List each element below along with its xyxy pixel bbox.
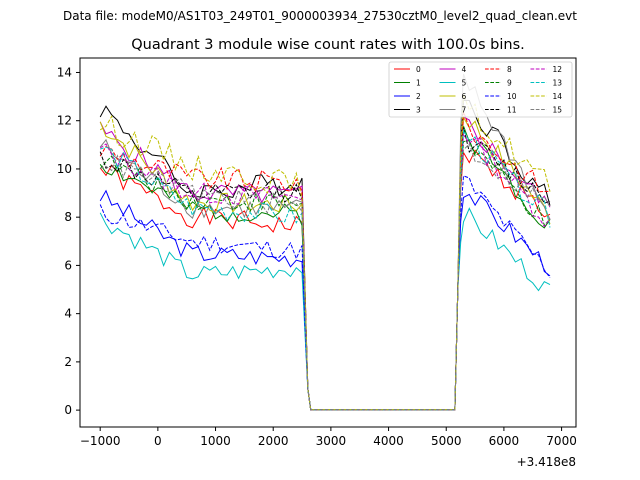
y-tick-label: 12 (57, 114, 72, 128)
y-tick-label: 0 (64, 403, 72, 417)
legend-label-15: 15 (553, 106, 563, 115)
legend-label-0: 0 (416, 65, 421, 74)
x-tick-label: 3000 (316, 434, 347, 448)
series-line-3 (99, 99, 551, 411)
legend-label-1: 1 (416, 79, 421, 88)
legend-label-13: 13 (553, 79, 563, 88)
x-tick-label: −1000 (80, 434, 121, 448)
legend-label-9: 9 (507, 79, 512, 88)
plot-lines (99, 73, 551, 411)
axes-frame (79, 57, 577, 428)
series-line-14 (99, 94, 551, 411)
x-tick-label: 7000 (546, 434, 577, 448)
x-tick-label: 6000 (489, 434, 520, 448)
legend-label-11: 11 (507, 106, 517, 115)
legend-label-6: 6 (462, 92, 467, 101)
y-tick-label: 10 (57, 162, 72, 176)
series-line-8 (99, 111, 551, 411)
series-line-12 (99, 133, 551, 411)
legend-label-10: 10 (507, 92, 517, 101)
legend-label-5: 5 (462, 79, 467, 88)
legend-label-2: 2 (416, 92, 421, 101)
x-axis: −1000 0 1000 2000 3000 4000 5000 6000 7000 (80, 427, 577, 448)
series-line-1 (99, 125, 551, 411)
x-tick-label: 4000 (373, 434, 404, 448)
suptitle: Data file: modeM0/AS1T03_249T01_90000039… (63, 9, 577, 23)
series-line-0 (99, 149, 551, 411)
y-axis: 0 2 4 6 8 10 12 14 (57, 65, 80, 417)
series-line-6 (99, 115, 551, 411)
x-tick-label: 0 (154, 434, 162, 448)
legend-label-4: 4 (462, 65, 467, 74)
x-offset-label: +3.418e8 (517, 455, 576, 469)
y-tick-label: 14 (57, 65, 72, 79)
series-line-10 (99, 175, 551, 411)
y-tick-label: 4 (64, 307, 72, 321)
legend-label-14: 14 (553, 92, 563, 101)
x-tick-label: 1000 (200, 434, 231, 448)
series-line-13 (100, 128, 551, 411)
series-line-5 (99, 207, 551, 411)
series-line-4 (99, 116, 551, 411)
legend-label-12: 12 (553, 65, 563, 74)
legend-box (388, 61, 573, 118)
chart-title: Quadrant 3 module wise count rates with … (131, 37, 525, 53)
series-line-11 (99, 127, 551, 411)
legend-label-8: 8 (507, 65, 512, 74)
series-line-15 (100, 143, 551, 411)
y-tick-label: 6 (64, 258, 72, 272)
x-tick-label: 2000 (258, 434, 289, 448)
x-tick-label: 5000 (431, 434, 462, 448)
y-tick-label: 2 (64, 355, 72, 369)
series-line-9 (99, 139, 551, 411)
series-line-7 (99, 73, 551, 411)
series-line-2 (99, 189, 551, 411)
legend-label-3: 3 (416, 106, 421, 115)
y-tick-label: 8 (64, 210, 72, 224)
legend-label-7: 7 (462, 106, 467, 115)
